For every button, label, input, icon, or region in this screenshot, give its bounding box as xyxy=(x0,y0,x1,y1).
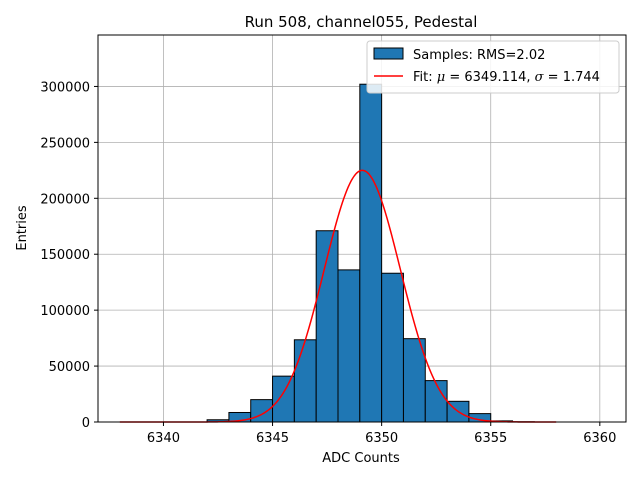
y-tick-label: 100000 xyxy=(40,304,90,319)
legend-fit-prefix: Fit: xyxy=(413,70,437,85)
legend-fit-sigma-value: = 1.744 xyxy=(544,70,600,85)
legend: Samples: RMS=2.02 Fit: μ = 6349.114, σ =… xyxy=(366,40,620,94)
y-tick-label: 150000 xyxy=(40,248,90,263)
x-tick-label: 6350 xyxy=(365,431,398,446)
histogram-bar xyxy=(381,272,404,423)
histogram-bar xyxy=(337,269,361,423)
legend-fit-mu-symbol: μ xyxy=(437,70,445,85)
legend-fit-mu-value: = 6349.114, xyxy=(445,70,534,85)
legend-box xyxy=(366,40,620,94)
histogram-bar xyxy=(272,375,295,423)
x-tick-label: 6340 xyxy=(147,431,180,446)
legend-fit-label: Fit: μ = 6349.114, σ = 1.744 xyxy=(413,70,600,85)
y-axis-ticks: 0 50000 100000 150000 200000 250000 300000 xyxy=(40,80,98,431)
x-axis-label: ADC Counts xyxy=(322,451,400,466)
x-tick-label: 6345 xyxy=(256,431,289,446)
histogram-bar xyxy=(359,83,383,423)
chart-title: Run 508, channel055, Pedestal xyxy=(245,13,478,31)
x-axis-ticks: 6340 6345 6350 6355 6360 xyxy=(147,422,616,446)
y-axis-label: Entries xyxy=(15,205,30,251)
y-tick-label: 250000 xyxy=(40,136,90,151)
histogram-bars xyxy=(206,83,535,423)
histogram-bar xyxy=(293,339,317,423)
legend-samples-label: Samples: RMS=2.02 xyxy=(413,48,545,63)
y-tick-label: 0 xyxy=(82,416,90,431)
y-tick-label: 300000 xyxy=(40,80,90,95)
legend-samples-patch xyxy=(373,47,404,60)
plot-frame xyxy=(97,34,627,423)
histogram-bar xyxy=(402,338,426,423)
y-tick-label: 50000 xyxy=(49,360,90,375)
x-tick-label: 6355 xyxy=(474,431,507,446)
legend-fit-sigma-symbol: σ xyxy=(535,70,545,85)
x-tick-label: 6360 xyxy=(583,431,616,446)
y-tick-label: 200000 xyxy=(40,192,90,207)
histogram-bar xyxy=(424,380,448,423)
histogram-bar xyxy=(250,399,274,423)
